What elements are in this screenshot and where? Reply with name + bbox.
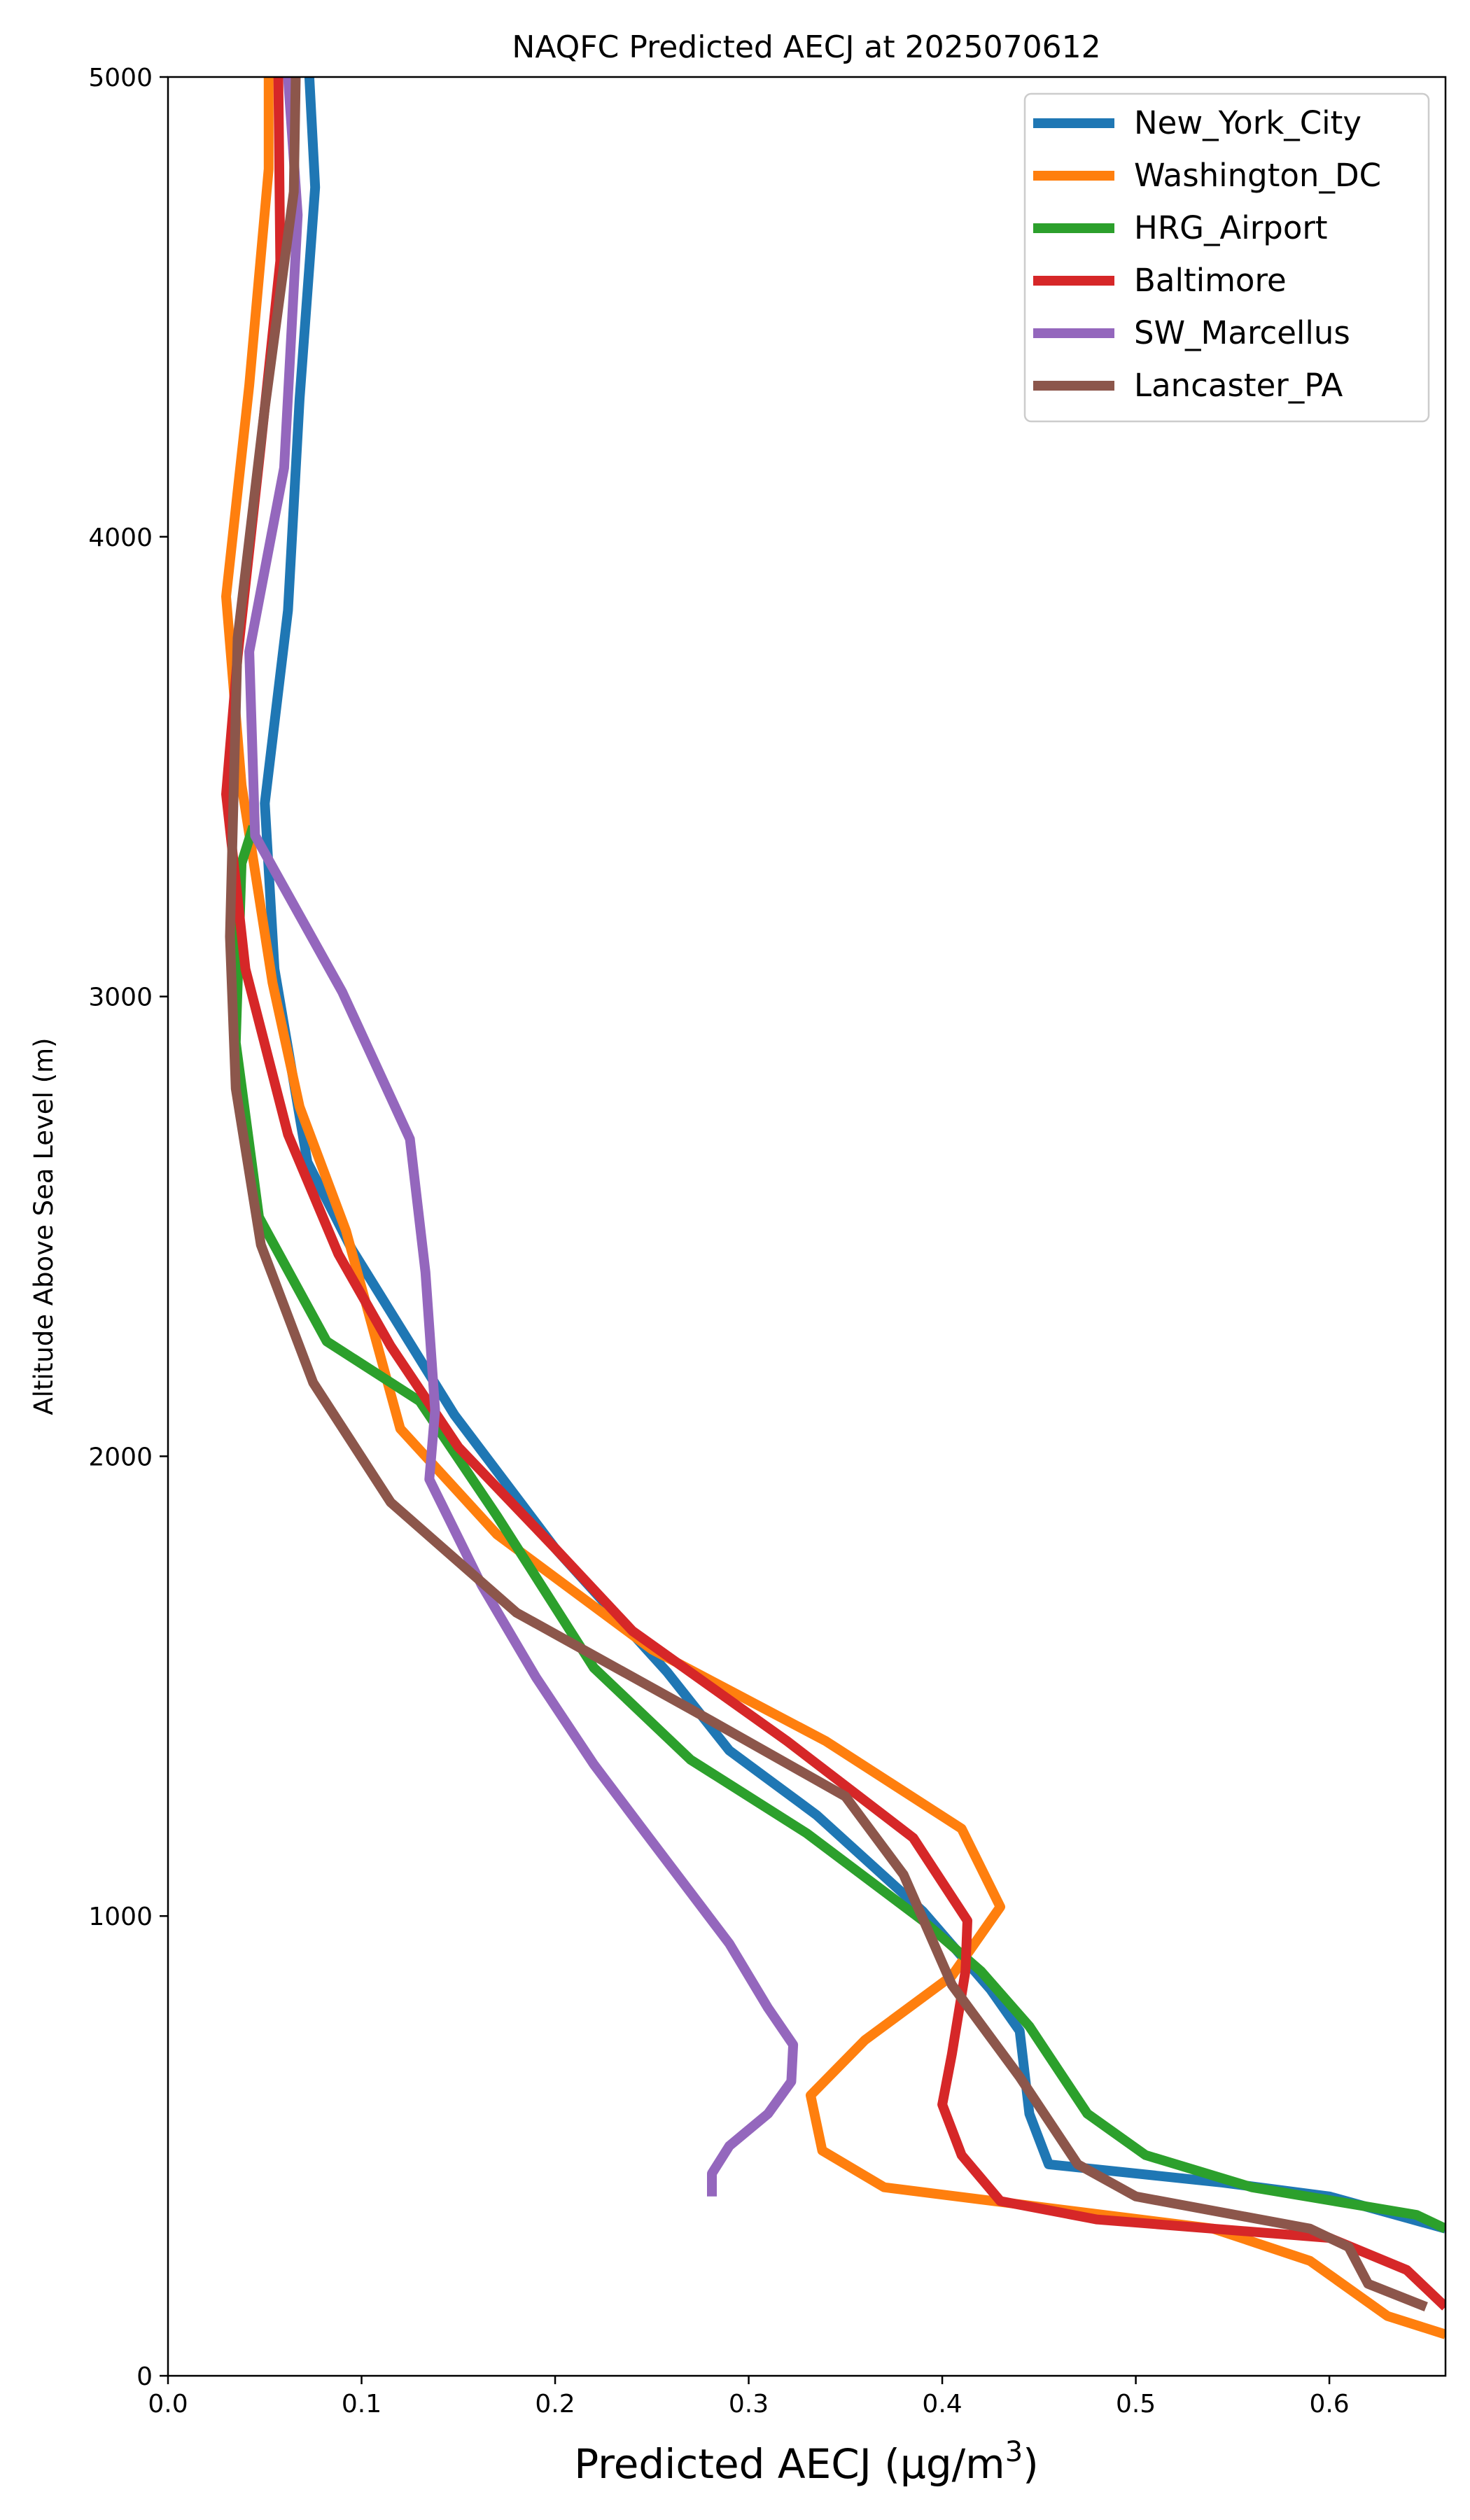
plot-frame	[167, 76, 1447, 2377]
y-tick-label: 4000	[88, 524, 153, 552]
x-tick-label: 0.4	[922, 2390, 962, 2418]
series-line-new-york-city	[260, 77, 1446, 2234]
series-layer	[221, 77, 1446, 2339]
x-axis-label: Predicted AECJ (μg/m3)	[574, 2436, 1039, 2488]
y-tick-label: 0	[136, 2362, 153, 2391]
series-line-sw-marcellus	[244, 77, 799, 2197]
x-tick-label: 0.5	[1116, 2390, 1156, 2418]
legend-label-baltimore: Baltimore	[1134, 262, 1287, 299]
legend-label-washington-dc: Washington_DC	[1134, 157, 1381, 194]
legend-items: New_York_City Washington_DC HRG_Airport Bal…	[1033, 104, 1381, 404]
y-axis-label: Altitude Above Sea Level (m)	[29, 1037, 59, 1415]
x-tick-label: 0.0	[148, 2390, 188, 2418]
x-axis: 0.0 0.1 0.2 0.3 0.4 0.5 0.6	[148, 2376, 1350, 2418]
series-line-baltimore	[221, 77, 1446, 2311]
x-tick-label: 0.2	[535, 2390, 575, 2418]
y-tick-label: 5000	[88, 64, 153, 92]
legend-label-hrg-airport: HRG_Airport	[1134, 209, 1328, 246]
legend: New_York_City Washington_DC HRG_Airport Bal…	[1023, 92, 1430, 423]
chart-title: NAQFC Predicted AECJ at 2025070612	[512, 29, 1100, 65]
series-line-lancaster-pa	[225, 77, 1428, 2312]
y-tick-label: 1000	[88, 1903, 153, 1931]
legend-label-sw-marcellus: SW_Marcellus	[1134, 314, 1350, 351]
y-axis: 0 1000 2000 3000 4000 5000	[88, 64, 168, 2391]
x-tick-label: 0.6	[1309, 2390, 1349, 2418]
legend-label-new-york-city: New_York_City	[1134, 104, 1362, 141]
x-tick-label: 0.3	[729, 2390, 769, 2418]
x-tick-label: 0.1	[342, 2390, 382, 2418]
legend-label-lancaster-pa: Lancaster_PA	[1134, 367, 1343, 404]
legend-box	[1023, 92, 1430, 423]
y-tick-label: 2000	[88, 1443, 153, 1471]
y-tick-label: 3000	[88, 983, 153, 1012]
